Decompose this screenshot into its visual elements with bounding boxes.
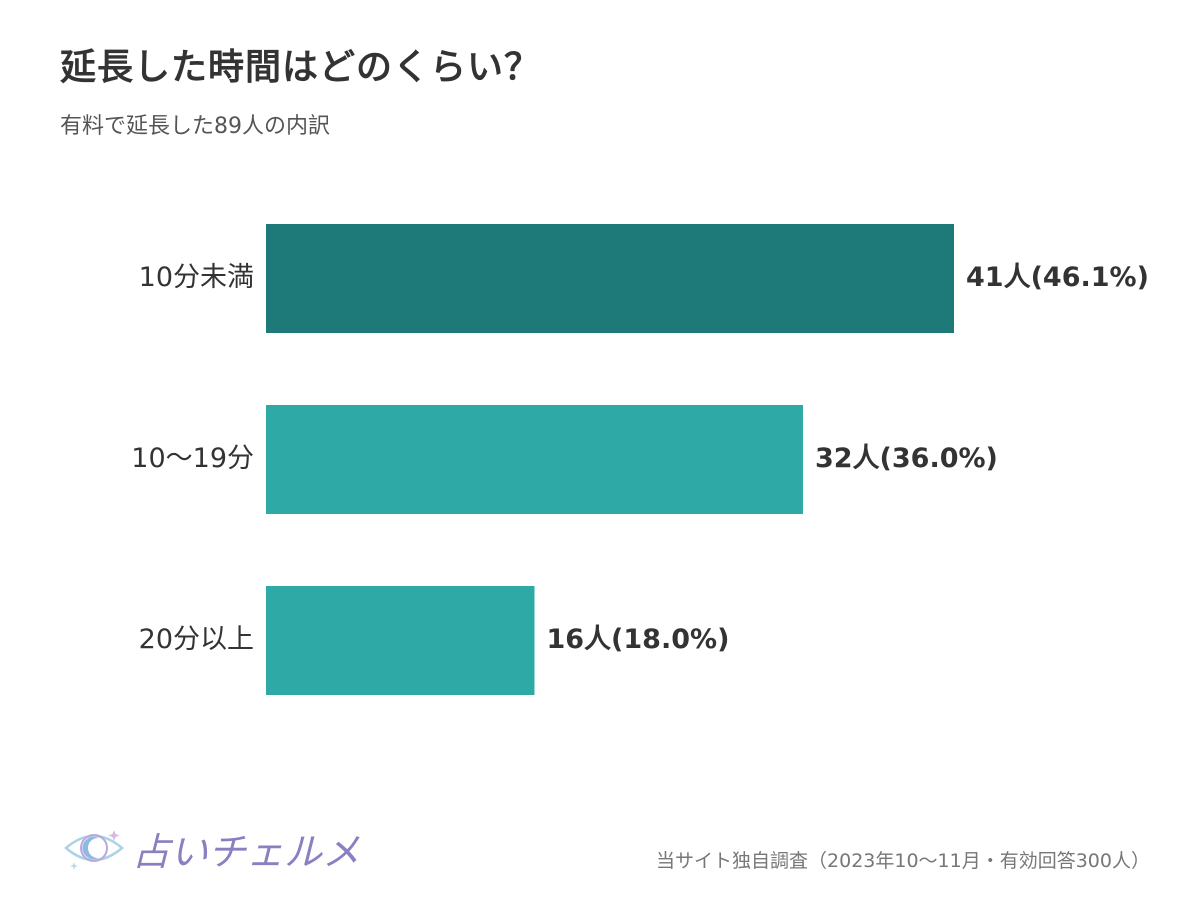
bar-2 bbox=[266, 405, 803, 514]
value-label-2: 32人(36.0%) bbox=[815, 443, 998, 474]
bar-1 bbox=[266, 224, 954, 333]
eye-moon-icon bbox=[64, 830, 124, 870]
value-label-3: 16人(18.0%) bbox=[546, 624, 729, 655]
brand-logo: 占いチェルメ bbox=[62, 816, 360, 880]
category-label-1: 10分未満 bbox=[139, 262, 254, 293]
value-label-1: 41人(46.1%) bbox=[966, 262, 1149, 293]
logo-text: 占いチェルメ bbox=[132, 829, 361, 874]
source-note: 当サイト独自調査（2023年10〜11月・有効回答300人） bbox=[656, 850, 1150, 872]
category-label-2: 10〜19分 bbox=[131, 443, 254, 474]
chart-title: 延長した時間はどのくらい？ bbox=[60, 47, 542, 88]
chart-subtitle: 有料で延長した89人の内訳 bbox=[60, 114, 330, 139]
category-label-3: 20分以上 bbox=[139, 624, 254, 655]
bar-3 bbox=[266, 586, 535, 695]
